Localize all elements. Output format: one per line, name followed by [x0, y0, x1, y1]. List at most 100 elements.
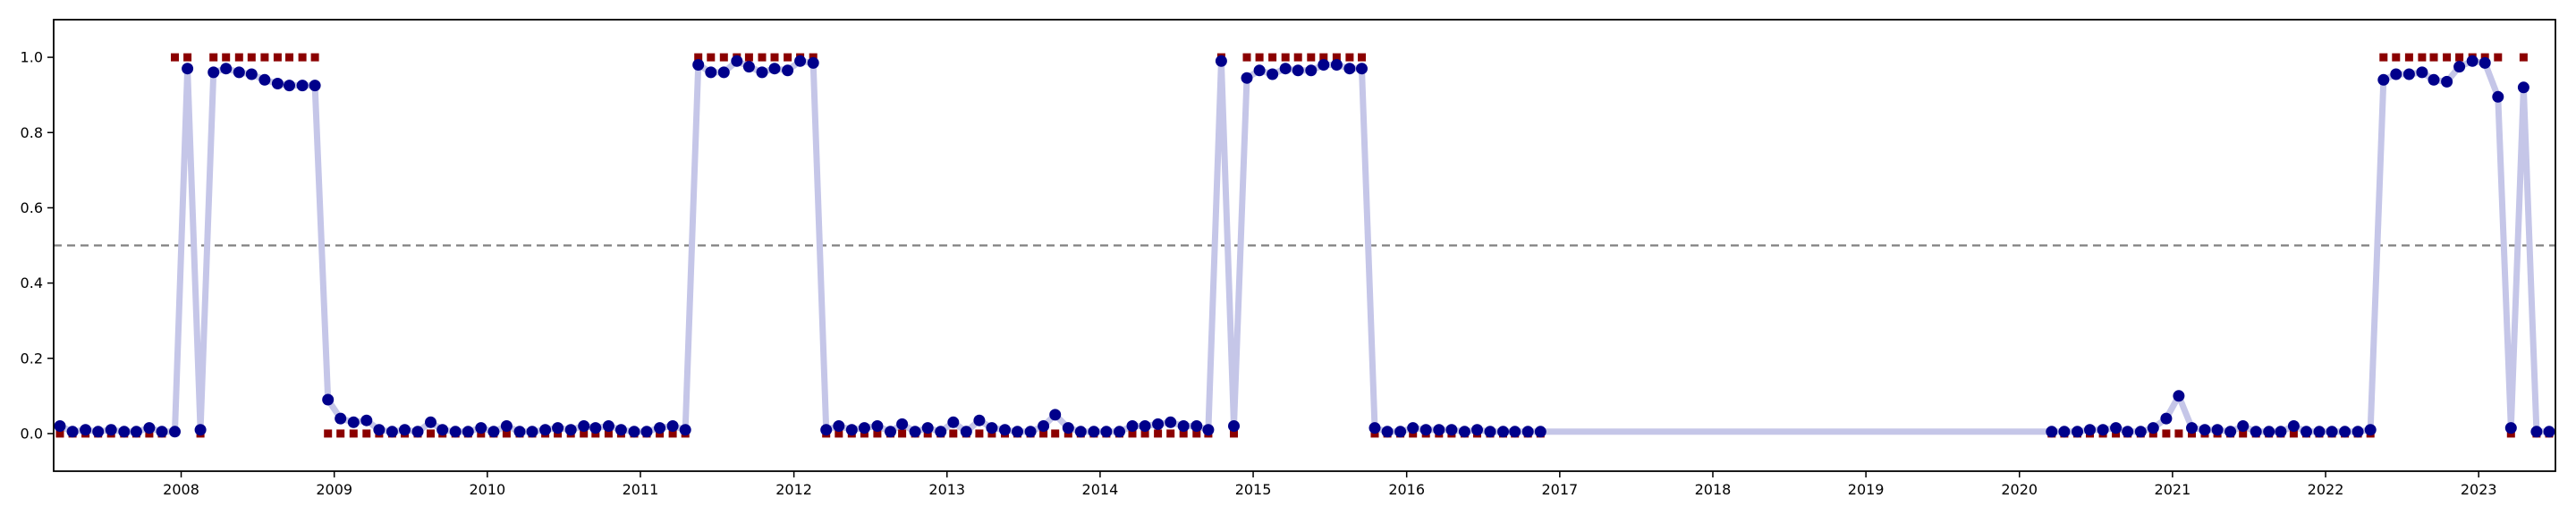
label-marker [784, 53, 792, 62]
label-marker [273, 53, 282, 62]
label-marker [2289, 429, 2298, 438]
x-tick-label: 2014 [1082, 481, 1119, 498]
label-marker [1192, 429, 1201, 438]
probability-marker [156, 426, 168, 438]
x-axis: 2008 2009 2010 2011 2012 2013 2014 2015 2016 2017… [163, 471, 2497, 498]
probability-marker [2301, 426, 2312, 438]
probability-marker [1152, 418, 1165, 430]
x-tick-label: 2018 [1695, 481, 1732, 498]
x-tick-label: 2020 [2001, 481, 2038, 498]
probability-marker [692, 59, 705, 71]
label-marker [2392, 53, 2401, 62]
probability-marker [526, 426, 538, 438]
probability-marker [1074, 426, 1087, 438]
probability-marker [500, 420, 513, 432]
probability-marker [2390, 68, 2402, 80]
probability-marker [679, 424, 691, 436]
label-marker [2418, 53, 2427, 62]
label-marker [758, 53, 767, 62]
label-marker [310, 53, 319, 62]
probability-marker [1049, 409, 1062, 421]
probability-marker [2364, 424, 2377, 436]
probability-marker [80, 424, 92, 436]
label-marker [1293, 53, 1302, 62]
probability-marker [960, 426, 972, 438]
probability-marker [2110, 422, 2123, 435]
probability-marker [2072, 426, 2083, 438]
label-marker [1140, 429, 1149, 438]
label-marker [502, 429, 511, 438]
label-marker [719, 53, 728, 62]
probability-marker [589, 422, 602, 435]
plot-frame [53, 19, 2556, 472]
probability-marker [909, 426, 921, 438]
probability-marker [2428, 73, 2440, 86]
probability-marker [54, 420, 66, 432]
label-marker [285, 53, 293, 62]
probability-marker [1458, 426, 1470, 438]
label-marker [1051, 429, 1060, 438]
probability-marker [896, 418, 909, 430]
probability-marker [1202, 424, 1215, 436]
label-marker [2429, 53, 2438, 62]
probability-marker [1407, 422, 1419, 435]
probability-marker [1088, 426, 1100, 438]
label-marker [1281, 53, 1290, 62]
probability-marker [858, 422, 870, 435]
probability-marker [1445, 424, 1458, 436]
probability-marker [2211, 424, 2224, 436]
label-marker [427, 429, 435, 438]
probability-marker [194, 424, 207, 436]
probability-marker [602, 420, 614, 432]
probability-marker [105, 424, 117, 436]
probability-marker [2402, 68, 2415, 80]
probability-marker [1228, 420, 1240, 432]
probability-marker [2326, 426, 2338, 438]
probability-marker [347, 416, 360, 428]
label-marker [604, 429, 613, 438]
probability-marker [654, 422, 666, 435]
probability-marker [614, 424, 627, 436]
label-marker [1179, 429, 1188, 438]
label-marker [2404, 53, 2413, 62]
probability-marker [2530, 426, 2543, 438]
label-marker [975, 429, 984, 438]
probability-marker [1100, 426, 1113, 438]
probability-marker [578, 420, 590, 432]
probability-marker [513, 426, 526, 438]
probability-marker [666, 420, 679, 432]
probability-marker [871, 420, 884, 432]
y-axis: 0.0 0.2 0.4 0.6 0.8 1.0 [21, 49, 54, 442]
probability-marker [449, 426, 462, 438]
probability-marker [360, 414, 373, 426]
probability-marker [2453, 61, 2466, 73]
y-tick-label: 1.0 [21, 49, 43, 66]
probability-marker [833, 420, 845, 432]
probability-marker [2351, 426, 2364, 438]
probability-marker [2263, 426, 2275, 438]
label-marker [1307, 53, 1316, 62]
probability-marker [1497, 426, 1509, 438]
probability-marker [2134, 426, 2147, 438]
label-marker [744, 53, 753, 62]
label-marker [1255, 53, 1264, 62]
probability-marker [245, 68, 258, 80]
label-marker [1242, 53, 1251, 62]
probability-marker [2084, 424, 2096, 436]
probability-marker [220, 63, 233, 75]
probability-marker [1191, 420, 1203, 432]
probability-marker [1471, 424, 1483, 436]
probability-marker [999, 424, 1011, 436]
label-marker [1166, 429, 1175, 438]
probability-marker [208, 66, 220, 79]
x-tick-label: 2010 [469, 481, 505, 498]
y-tick-label: 0.0 [21, 425, 43, 442]
probability-marker [1433, 424, 1445, 436]
label-marker [2519, 53, 2528, 62]
probability-marker [2147, 422, 2159, 435]
probability-marker [1394, 426, 1407, 438]
probability-marker [1292, 64, 1304, 77]
probability-marker [1139, 420, 1151, 432]
label-marker [898, 429, 907, 438]
label-marker [580, 429, 589, 438]
